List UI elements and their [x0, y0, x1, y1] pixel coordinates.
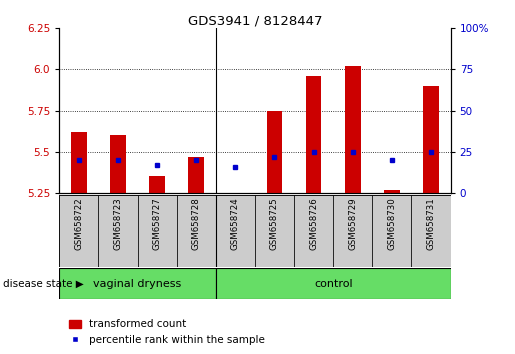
Bar [306, 76, 321, 193]
Text: GSM658722: GSM658722 [74, 197, 83, 250]
Bar [110, 135, 126, 193]
Bar [345, 66, 360, 193]
Bar [267, 110, 282, 193]
FancyBboxPatch shape [98, 195, 138, 267]
Text: GSM658726: GSM658726 [309, 197, 318, 250]
Text: GSM658728: GSM658728 [192, 197, 201, 250]
Text: disease state ▶: disease state ▶ [3, 279, 83, 289]
FancyBboxPatch shape [294, 195, 333, 267]
Text: GSM658725: GSM658725 [270, 197, 279, 250]
FancyBboxPatch shape [216, 195, 255, 267]
Title: GDS3941 / 8128447: GDS3941 / 8128447 [187, 14, 322, 27]
Text: control: control [314, 279, 352, 289]
Bar [188, 157, 204, 193]
Text: GSM658729: GSM658729 [348, 197, 357, 250]
Text: GSM658724: GSM658724 [231, 197, 240, 250]
FancyBboxPatch shape [216, 268, 451, 299]
FancyBboxPatch shape [372, 195, 411, 267]
Text: GSM658730: GSM658730 [387, 197, 397, 250]
FancyBboxPatch shape [59, 195, 98, 267]
FancyBboxPatch shape [177, 195, 216, 267]
Bar [149, 177, 165, 193]
FancyBboxPatch shape [59, 268, 216, 299]
FancyBboxPatch shape [411, 195, 451, 267]
Text: GSM658731: GSM658731 [426, 197, 436, 250]
FancyBboxPatch shape [255, 195, 294, 267]
Text: vaginal dryness: vaginal dryness [93, 279, 182, 289]
Bar [423, 86, 439, 193]
Legend: transformed count, percentile rank within the sample: transformed count, percentile rank withi… [64, 315, 269, 349]
Text: GSM658723: GSM658723 [113, 197, 123, 250]
FancyBboxPatch shape [333, 195, 372, 267]
FancyBboxPatch shape [138, 195, 177, 267]
Bar [384, 190, 400, 193]
Text: GSM658727: GSM658727 [152, 197, 162, 250]
Bar [71, 132, 87, 193]
